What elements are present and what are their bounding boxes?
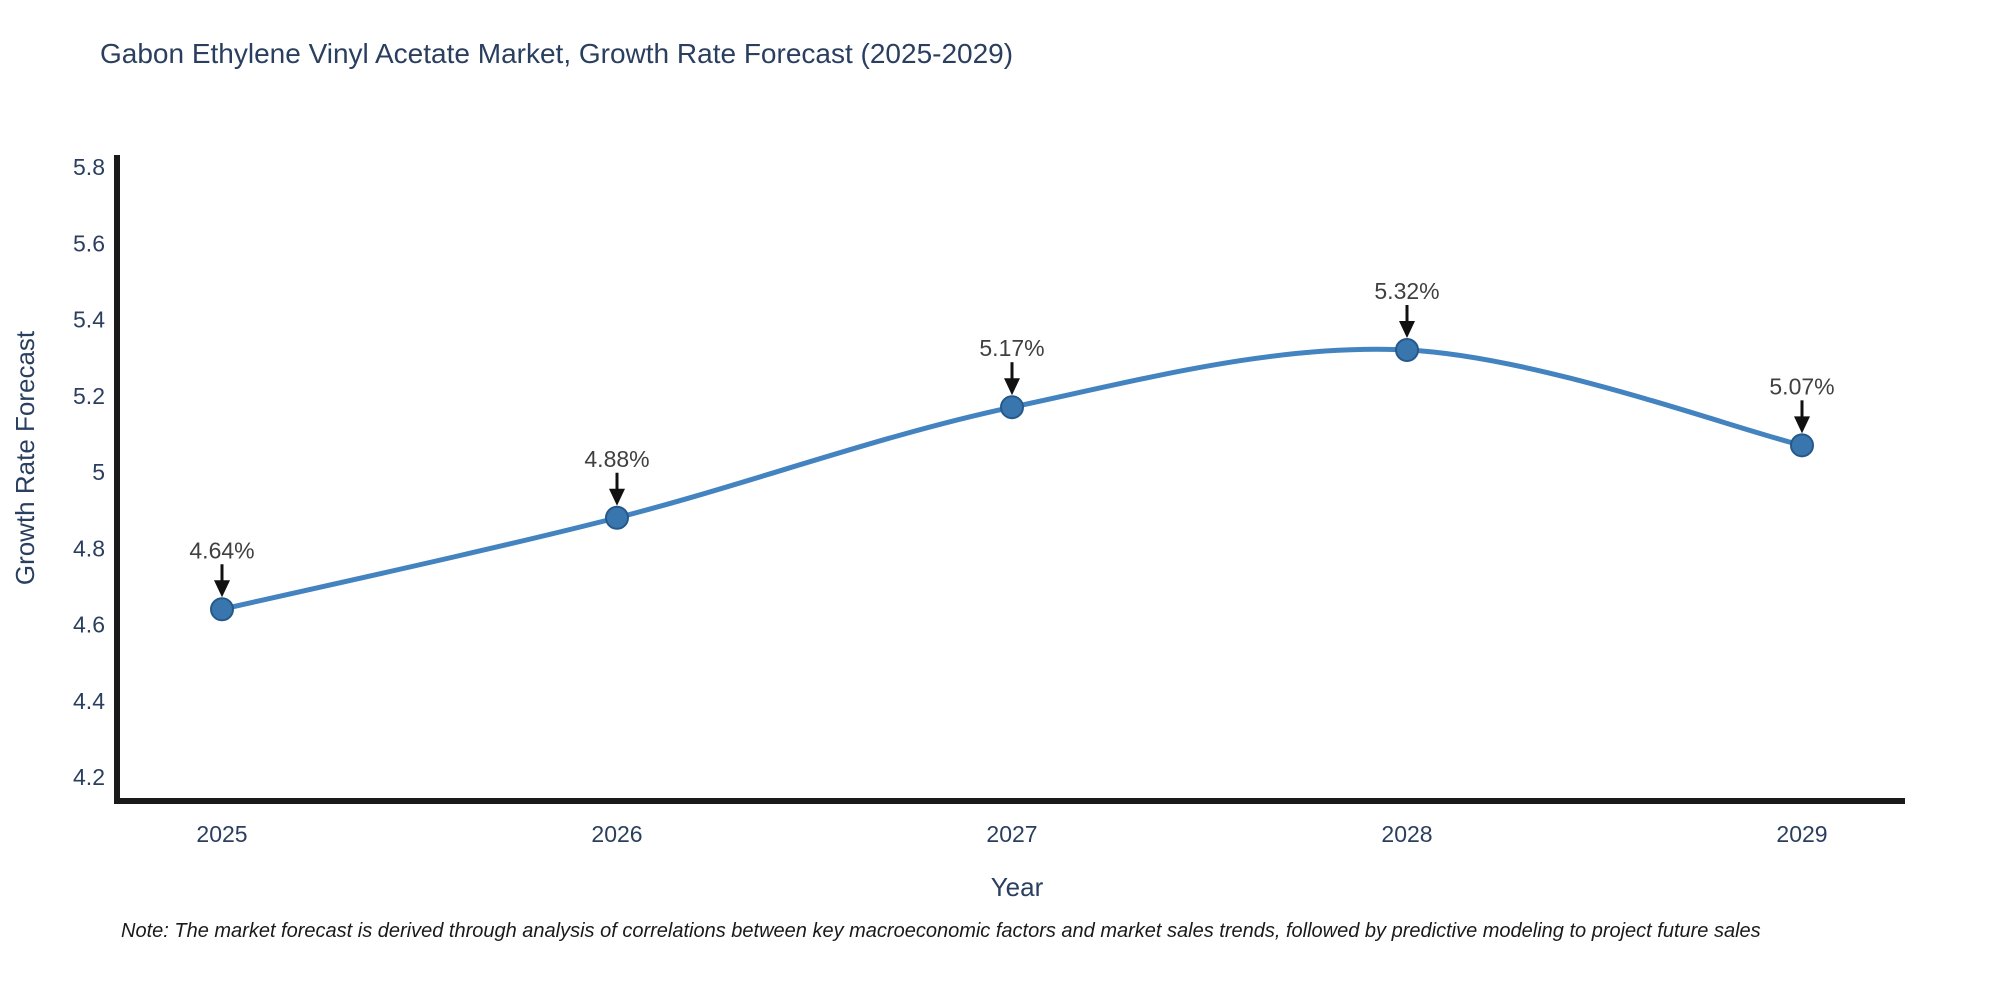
- annotation-arrow-head: [1399, 321, 1415, 338]
- data-point-marker: [605, 505, 629, 530]
- x-tick-label: 2026: [591, 821, 642, 847]
- y-tick-label: 5.4: [73, 307, 105, 333]
- annotation-arrow-head: [1794, 416, 1810, 434]
- y-tick-label: 4.4: [73, 688, 105, 714]
- y-tick-label: 5.6: [73, 230, 105, 256]
- annotation-arrow-head: [214, 580, 230, 598]
- data-point-label: 5.17%: [979, 335, 1044, 361]
- x-tick-label: 2028: [1381, 821, 1432, 847]
- footnote: Note: The market forecast is derived thr…: [121, 920, 1761, 942]
- y-tick-label: 4.6: [73, 612, 105, 638]
- y-tick-label: 4.2: [73, 764, 105, 790]
- x-tick-label: 2025: [196, 821, 247, 847]
- data-point-label: 4.88%: [584, 446, 649, 472]
- y-tick-label: 4.8: [73, 535, 105, 561]
- x-tick-label: 2029: [1776, 821, 1827, 847]
- data-point-label: 5.32%: [1374, 278, 1439, 304]
- data-point-label: 5.07%: [1769, 373, 1834, 399]
- y-tick-label: 5.8: [73, 154, 105, 180]
- data-point-marker: [1395, 338, 1419, 362]
- y-tick-label: 5: [92, 459, 105, 485]
- data-point-marker: [210, 597, 234, 622]
- y-tick-label: 5.2: [73, 383, 105, 409]
- annotation-arrow-head: [1004, 378, 1020, 396]
- x-axis-title: Year: [990, 872, 1044, 902]
- data-point-marker: [1790, 433, 1814, 458]
- chart-title: Gabon Ethylene Vinyl Acetate Market, Gro…: [100, 38, 1014, 69]
- x-tick-label: 2027: [986, 821, 1037, 847]
- data-point-label: 4.64%: [189, 537, 254, 563]
- annotation-arrow-head: [609, 488, 625, 506]
- data-point-marker: [1000, 395, 1024, 420]
